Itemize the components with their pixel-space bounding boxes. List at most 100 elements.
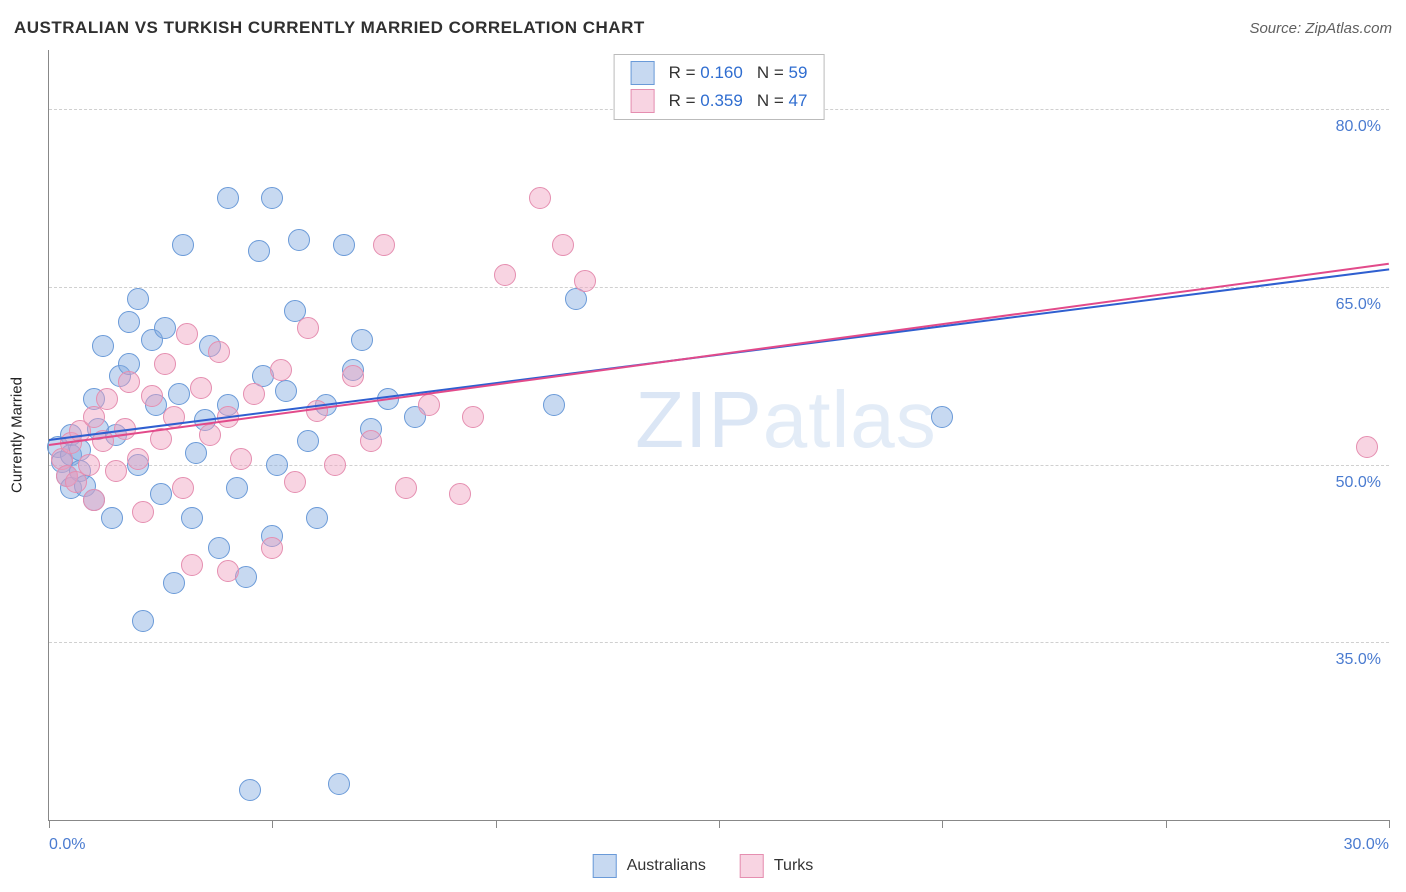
- watermark-bold: ZIP: [635, 375, 762, 464]
- data-point: [328, 773, 350, 795]
- data-point: [333, 234, 355, 256]
- data-point: [78, 454, 100, 476]
- data-point: [127, 448, 149, 470]
- legend-item-australians: Australians: [593, 854, 706, 878]
- chart-header: AUSTRALIAN VS TURKISH CURRENTLY MARRIED …: [14, 18, 1392, 38]
- data-point: [176, 323, 198, 345]
- data-point: [243, 383, 265, 405]
- data-point: [217, 187, 239, 209]
- x-tick: [1166, 820, 1167, 828]
- x-tick: [719, 820, 720, 828]
- data-point: [297, 430, 319, 452]
- legend-row-australians: R = 0.160 N = 59: [615, 59, 824, 87]
- data-point: [172, 234, 194, 256]
- n-label: N =: [757, 91, 784, 110]
- data-point: [101, 507, 123, 529]
- data-point: [574, 270, 596, 292]
- data-point: [154, 317, 176, 339]
- y-tick-label: 65.0%: [1336, 296, 1381, 314]
- data-point: [181, 507, 203, 529]
- grid-line: [49, 287, 1389, 288]
- data-point: [351, 329, 373, 351]
- data-point: [154, 353, 176, 375]
- data-point: [65, 471, 87, 493]
- x-tick: [49, 820, 50, 828]
- x-tick: [942, 820, 943, 828]
- watermark: ZIPatlas: [635, 374, 936, 466]
- data-point: [261, 187, 283, 209]
- data-point: [270, 359, 292, 381]
- data-point: [118, 311, 140, 333]
- data-point: [284, 471, 306, 493]
- data-point: [168, 383, 190, 405]
- data-point: [342, 365, 364, 387]
- x-tick: [272, 820, 273, 828]
- data-point: [931, 406, 953, 428]
- data-point: [360, 430, 382, 452]
- correlation-legend: R = 0.160 N = 59 R = 0.359 N = 47: [614, 54, 825, 120]
- data-point: [181, 554, 203, 576]
- data-point: [208, 537, 230, 559]
- scatter-chart: ZIPatlas Currently Married R = 0.160 N =…: [48, 50, 1389, 821]
- data-point: [132, 501, 154, 523]
- data-point: [449, 483, 471, 505]
- legend-item-turks: Turks: [740, 854, 813, 878]
- data-point: [118, 371, 140, 393]
- data-point: [199, 424, 221, 446]
- data-point: [494, 264, 516, 286]
- n-value-australians: 59: [788, 63, 807, 82]
- data-point: [239, 779, 261, 801]
- data-point: [132, 610, 154, 632]
- data-point: [230, 448, 252, 470]
- source-credit: Source: ZipAtlas.com: [1249, 20, 1392, 37]
- data-point: [127, 288, 149, 310]
- data-point: [248, 240, 270, 262]
- legend-label-turks: Turks: [774, 857, 813, 875]
- data-point: [226, 477, 248, 499]
- r-label: R =: [669, 63, 696, 82]
- data-point: [297, 317, 319, 339]
- data-point: [208, 341, 230, 363]
- x-tick: [496, 820, 497, 828]
- data-point: [83, 406, 105, 428]
- data-point: [529, 187, 551, 209]
- data-point: [266, 454, 288, 476]
- series-legend: Australians Turks: [593, 854, 814, 878]
- y-tick-label: 80.0%: [1336, 118, 1381, 136]
- data-point: [462, 406, 484, 428]
- data-point: [105, 460, 127, 482]
- data-point: [543, 394, 565, 416]
- data-point: [96, 388, 118, 410]
- data-point: [172, 477, 194, 499]
- legend-label-australians: Australians: [627, 857, 706, 875]
- swatch-turks: [740, 854, 764, 878]
- data-point: [141, 385, 163, 407]
- data-point: [324, 454, 346, 476]
- data-point: [1356, 436, 1378, 458]
- data-point: [275, 380, 297, 402]
- trend-line: [49, 263, 1389, 446]
- swatch-australians: [593, 854, 617, 878]
- data-point: [418, 394, 440, 416]
- data-point: [373, 234, 395, 256]
- r-label: R =: [669, 91, 696, 110]
- data-point: [83, 489, 105, 511]
- data-point: [288, 229, 310, 251]
- data-point: [185, 442, 207, 464]
- y-axis-title: Currently Married: [9, 377, 26, 493]
- data-point: [150, 483, 172, 505]
- n-label: N =: [757, 63, 784, 82]
- x-tick-label-last: 30.0%: [1344, 836, 1389, 854]
- r-value-australians: 0.160: [700, 63, 743, 82]
- x-tick-label-first: 0.0%: [49, 836, 85, 854]
- r-value-turks: 0.359: [700, 91, 743, 110]
- y-tick-label: 35.0%: [1336, 651, 1381, 669]
- x-tick: [1389, 820, 1390, 828]
- watermark-light: atlas: [763, 375, 937, 464]
- swatch-australians: [631, 61, 655, 85]
- data-point: [552, 234, 574, 256]
- swatch-turks: [631, 89, 655, 113]
- legend-row-turks: R = 0.359 N = 47: [615, 87, 824, 115]
- chart-title: AUSTRALIAN VS TURKISH CURRENTLY MARRIED …: [14, 18, 645, 38]
- data-point: [163, 572, 185, 594]
